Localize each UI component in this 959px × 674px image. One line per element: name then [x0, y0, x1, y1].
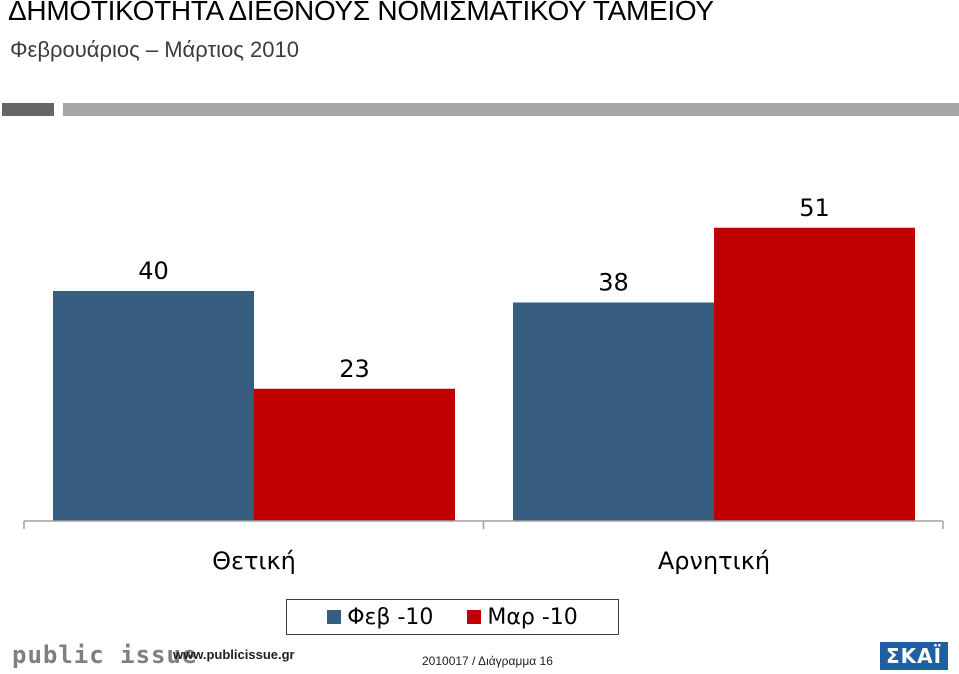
page-title: ΔΗΜΟΤΙΚΟΤΗΤΑ ΔΙΕΘΝΟΥΣ ΝΟΜΙΣΜΑΤΙΚΟΥ ΤΑΜΕΙ…	[8, 0, 714, 26]
data-label-group: 40 38 23 51	[138, 194, 830, 383]
footer-url[interactable]: www.publicissue.gr	[173, 647, 295, 662]
category-label-negative: Αρνητική	[658, 547, 770, 575]
data-label-feb-negative: 38	[598, 269, 629, 297]
data-label-feb-positive: 40	[138, 257, 169, 285]
legend-item-mar: Μαρ -10	[467, 604, 578, 630]
header-divider-dark	[2, 103, 54, 116]
skai-logo: ΣΚΑΪ	[880, 642, 948, 670]
data-label-mar-positive: 23	[339, 355, 370, 383]
legend: Φεβ -10 Μαρ -10	[286, 599, 619, 635]
legend-swatch-mar	[467, 610, 482, 624]
bar-mar-positive	[254, 388, 455, 521]
bar-feb-positive	[53, 291, 254, 521]
bar-chart: 40 38 23 51 Θετική Αρνητική	[23, 194, 944, 575]
header-divider-light	[63, 103, 959, 116]
category-label-positive: Θετική	[212, 547, 296, 575]
page-subtitle: Φεβρουάριος – Μάρτιος 2010	[10, 37, 299, 62]
bar-group	[53, 227, 915, 521]
legend-item-feb: Φεβ -10	[327, 605, 433, 630]
legend-label-feb: Φεβ -10	[347, 604, 434, 630]
bar-mar-negative	[714, 227, 915, 521]
data-label-mar-negative: 51	[799, 194, 830, 222]
footer-reference: 2010017 / Διάγραμμα 16	[422, 654, 553, 668]
public-issue-logo: public issue	[12, 641, 198, 669]
bar-feb-negative	[513, 302, 714, 521]
legend-swatch-feb	[327, 610, 342, 624]
legend-label-mar: Μαρ -10	[487, 604, 578, 630]
